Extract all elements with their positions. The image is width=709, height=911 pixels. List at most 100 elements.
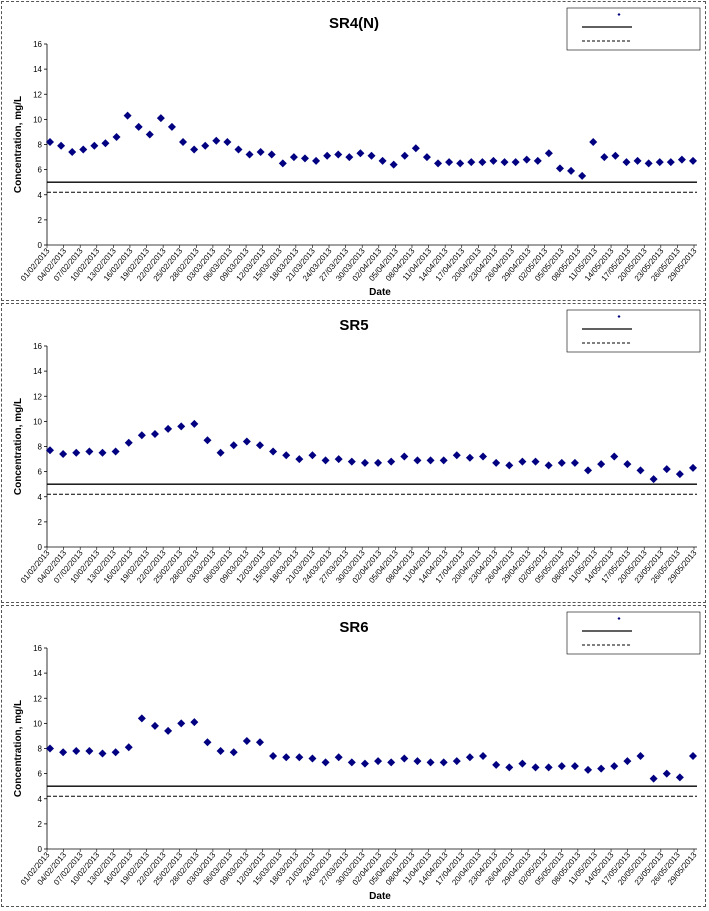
data-point: [465, 453, 474, 462]
data-point: [137, 714, 146, 723]
chart-panel-sr6: SR6 0 2 4 6 8 10 12 14 16 Concentration, mg/L 01/02…: [1, 605, 706, 907]
data-point: [57, 141, 66, 150]
data-point: [308, 451, 317, 460]
data-point: [321, 758, 330, 767]
y-tick-label: 16: [33, 644, 42, 653]
data-point: [321, 456, 330, 465]
data-point: [479, 452, 488, 461]
data-point: [467, 158, 476, 167]
data-point: [145, 130, 154, 139]
data-point: [85, 747, 94, 756]
data-point: [212, 136, 221, 145]
data-point: [636, 466, 645, 475]
data-point: [533, 156, 542, 165]
data-point: [387, 457, 396, 466]
y-tick-label: 4: [38, 795, 43, 804]
data-point: [689, 463, 697, 472]
data-point: [123, 111, 132, 120]
data-point: [282, 451, 291, 460]
data-point: [223, 137, 232, 146]
data-point: [216, 747, 225, 756]
data-point: [489, 156, 498, 165]
data-point: [190, 718, 199, 727]
data-point: [445, 158, 454, 167]
data-point: [666, 158, 675, 167]
y-tick-label: 2: [38, 518, 43, 527]
data-point: [255, 738, 264, 747]
data-point: [544, 461, 553, 470]
legend-marker-diamond: [617, 13, 621, 16]
data-point: [229, 441, 238, 450]
data-point: [312, 156, 321, 165]
data-point: [544, 149, 553, 158]
data-point: [623, 757, 632, 766]
data-point: [124, 743, 133, 752]
data-point: [492, 458, 501, 467]
y-axis-label: Concentration, mg/L: [13, 700, 24, 797]
data-point: [137, 431, 146, 440]
data-point: [557, 458, 566, 467]
data-point: [584, 466, 593, 475]
data-point: [150, 721, 159, 730]
data-point: [111, 748, 120, 757]
data-point: [72, 448, 81, 457]
data-point: [156, 114, 165, 123]
data-point: [289, 153, 298, 162]
data-point: [611, 151, 620, 160]
y-tick-label: 10: [33, 719, 42, 728]
data-point: [531, 457, 540, 466]
data-point: [649, 774, 658, 783]
data-point: [59, 450, 68, 459]
data-point: [179, 137, 188, 146]
data-point: [479, 752, 488, 761]
data-point: [623, 460, 632, 469]
data-point: [269, 447, 278, 456]
data-point: [347, 758, 356, 767]
y-tick-label: 14: [33, 65, 42, 74]
data-point: [413, 757, 422, 766]
data-point: [345, 153, 354, 162]
data-point: [518, 759, 527, 768]
data-point: [544, 763, 553, 772]
data-point: [367, 151, 376, 160]
data-point: [555, 164, 564, 173]
data-point: [387, 758, 396, 767]
legend-marker-diamond: [617, 315, 621, 318]
legend-box: [566, 7, 701, 51]
data-point: [356, 149, 365, 158]
data-point: [112, 132, 121, 141]
data-point: [334, 753, 343, 762]
data-point: [439, 456, 448, 465]
y-tick-label: 8: [38, 443, 43, 452]
data-point: [456, 159, 465, 168]
y-tick-label: 6: [38, 166, 43, 175]
data-point: [229, 748, 238, 757]
data-point: [234, 145, 243, 154]
data-point: [644, 159, 653, 168]
data-point: [610, 762, 619, 771]
data-point: [190, 419, 199, 428]
data-point: [374, 458, 383, 467]
data-point: [378, 156, 387, 165]
data-point: [256, 148, 265, 157]
data-point: [164, 726, 173, 735]
chart-title: SR6: [339, 619, 368, 636]
legend-marker-diamond: [617, 617, 621, 620]
data-point: [177, 719, 186, 728]
data-point: [334, 455, 343, 464]
data-point: [134, 122, 143, 131]
data-point: [101, 139, 110, 148]
y-tick-label: 14: [33, 367, 42, 376]
data-point: [300, 154, 309, 163]
y-tick-label: 2: [38, 216, 43, 225]
x-axis-label: Date: [369, 287, 391, 298]
data-point: [622, 158, 631, 167]
data-point: [465, 753, 474, 762]
data-point: [374, 757, 383, 766]
data-point: [79, 145, 88, 154]
data-point: [389, 160, 398, 169]
data-point: [59, 748, 68, 757]
legend-box: [566, 611, 701, 655]
